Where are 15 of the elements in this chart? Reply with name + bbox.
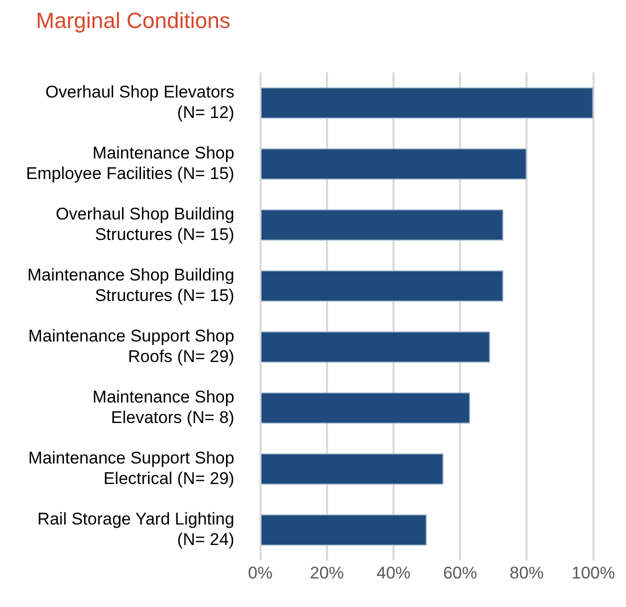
y-tick-label: Maintenance Shop Employee Facilities (N= 15)	[26, 143, 234, 183]
x-tick-label: 40%	[376, 563, 411, 582]
x-tick-label: 60%	[443, 563, 478, 582]
x-tick-label: 80%	[510, 563, 544, 582]
y-tick-label: Maintenance Support Shop Roofs (N= 29)	[28, 326, 234, 366]
y-tick-label: Rail Storage Yard Lighting (N= 24)	[37, 510, 234, 549]
y-tick-label: Maintenance Support Shop Electrical (N= 29)	[28, 448, 234, 488]
x-tick-label: 20%	[310, 563, 344, 582]
x-tick-label: 100%	[572, 563, 615, 582]
x-tick-label: 0%	[248, 563, 273, 582]
y-tick-label: Maintenance Shop Elevators (N= 8)	[92, 388, 234, 427]
y-tick-label: Overhaul Shop Building Structures (N= 15)	[56, 204, 234, 244]
y-tick-label: Maintenance Shop Building Structures (N= 15)	[27, 265, 234, 305]
chart-title: Marginal Conditions	[36, 8, 232, 34]
y-tick-label: Overhaul Shop Elevators (N= 12)	[45, 82, 234, 122]
